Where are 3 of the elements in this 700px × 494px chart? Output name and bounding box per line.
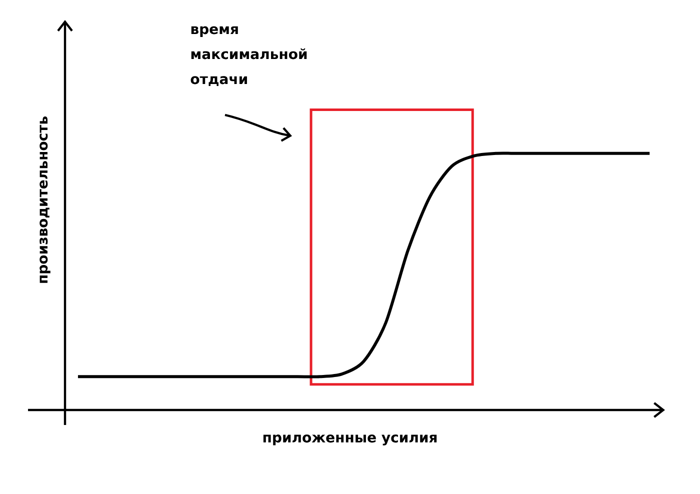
- x-axis-title: приложенные усилия: [263, 434, 437, 446]
- y-axis-title: производительность: [40, 116, 50, 283]
- text: время максимальной отдачи: [190, 26, 307, 86]
